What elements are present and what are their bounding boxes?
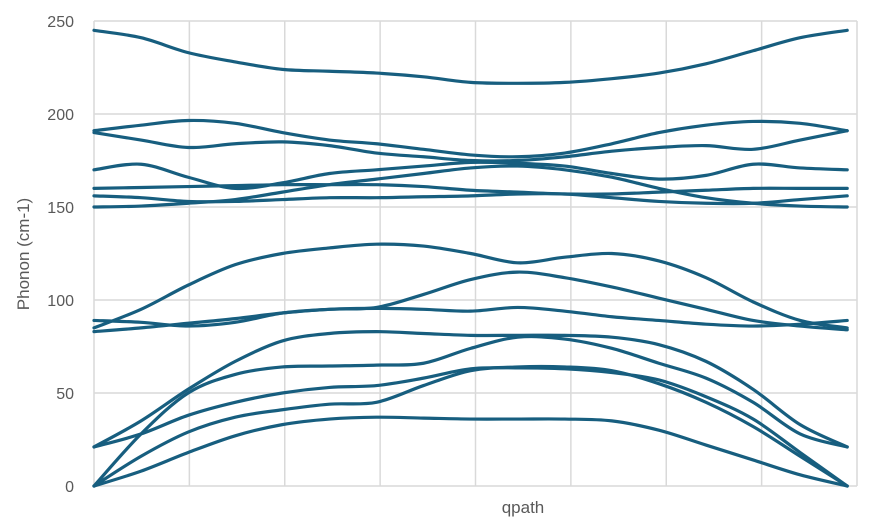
x-axis-label: qpath — [502, 498, 545, 517]
phonon-band-15 — [92, 415, 849, 488]
y-axis-label: Phonon (cm-1) — [14, 198, 33, 310]
phonon-band-5 — [92, 182, 849, 196]
phonon-band-10 — [92, 305, 849, 334]
y-tick-labels: 0 50 100 150 200 250 — [47, 14, 74, 496]
phonon-band-12 — [92, 334, 849, 488]
y-tick-label: 250 — [47, 14, 74, 31]
phonon-band-7 — [92, 164, 849, 209]
phonon-band-9 — [92, 270, 849, 332]
phonon-band-13 — [92, 366, 849, 488]
phonon-band-2 — [92, 118, 849, 159]
y-tick-label: 150 — [47, 200, 74, 217]
phonon-bands — [92, 28, 849, 488]
y-tick-label: 0 — [65, 479, 74, 496]
y-tick-label: 200 — [47, 107, 74, 124]
phonon-band-3 — [92, 129, 849, 163]
phonon-band-1 — [92, 28, 849, 85]
y-tick-label: 50 — [56, 386, 74, 403]
phonon-band-8 — [92, 242, 849, 330]
phonon-band-11 — [92, 330, 849, 449]
phonon-band-14 — [92, 364, 849, 488]
y-tick-label: 100 — [47, 293, 74, 310]
